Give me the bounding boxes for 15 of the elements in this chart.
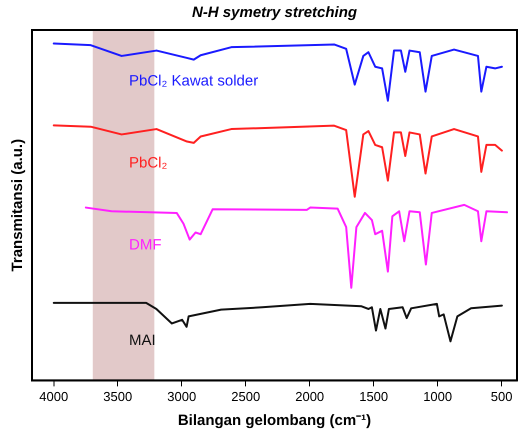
y-axis-title: Transmitansi (a.u.) (9, 138, 26, 272)
chart-title: N-H symetry stretching (192, 4, 358, 22)
series-label: PbCl₂ (129, 154, 168, 172)
x-tick-label: 3000 (167, 388, 196, 404)
x-tick-label: 1000 (423, 388, 452, 404)
series-label: DMF (129, 236, 162, 254)
series-label: PbCl₂ Kawat solder (129, 72, 258, 90)
x-axis-title: Bilangan gelombang (cm⁻¹) (178, 412, 372, 430)
x-tick-label: 500 (490, 388, 512, 404)
x-tick-label: 4000 (39, 388, 68, 404)
x-tick-label: 2000 (295, 388, 324, 404)
series-label: MAI (129, 332, 156, 350)
x-tick-label: 3500 (103, 388, 132, 404)
x-tick-label: 1500 (359, 388, 388, 404)
x-tick-label: 2500 (231, 388, 260, 404)
